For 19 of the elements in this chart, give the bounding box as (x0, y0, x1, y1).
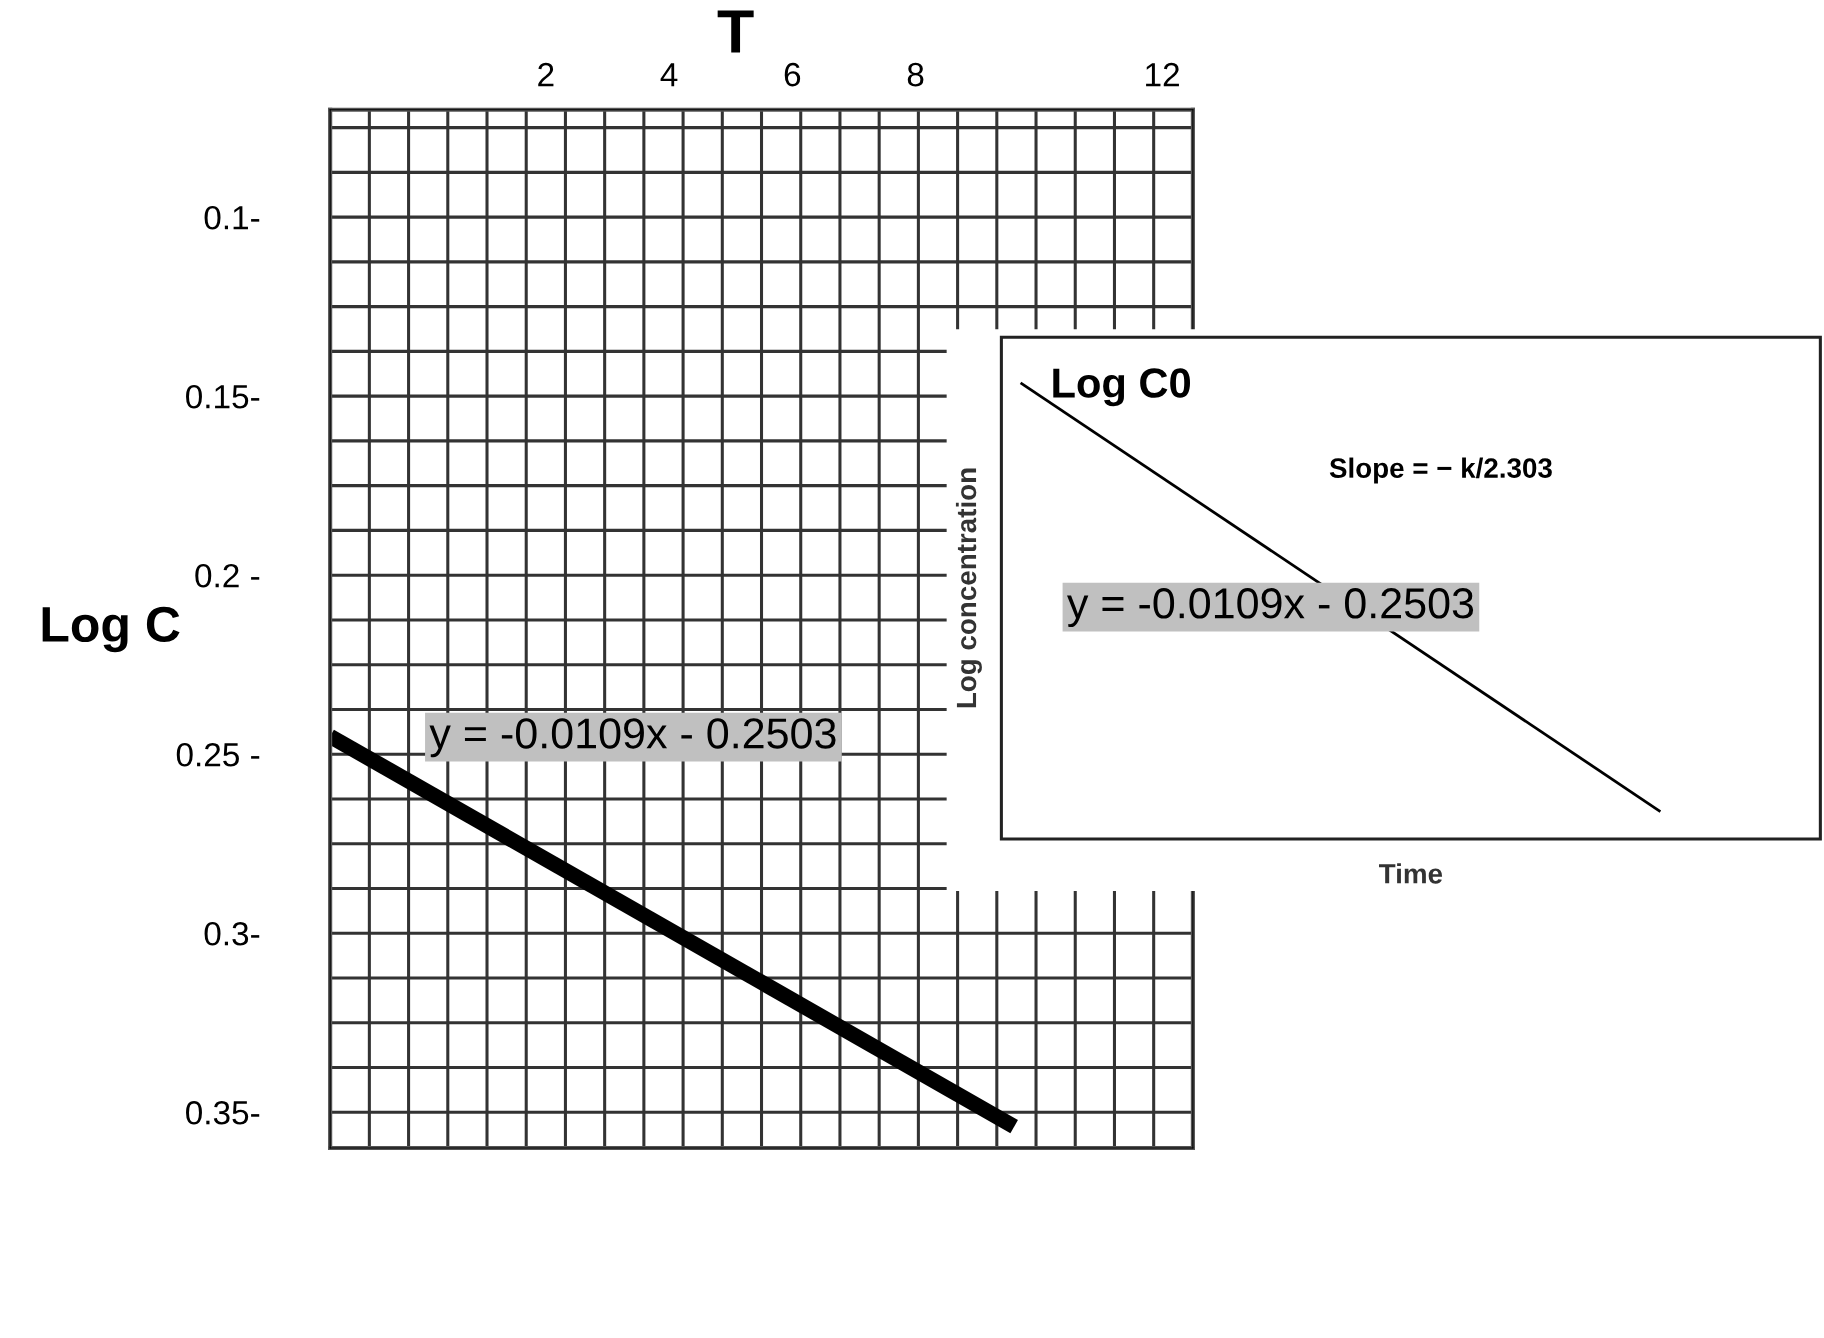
x-axis-title: Time (1379, 863, 1443, 884)
x-tick-label: 12 (1146, 62, 1179, 87)
y-tick-label: 0.35- (186, 1101, 260, 1125)
annotation: Slope = − k/2.303 (1329, 457, 1552, 484)
y-axis-title: Log concentration (955, 468, 982, 708)
y-tick-label: 0.15- (186, 384, 260, 409)
y-tick-label: 0.3- (204, 921, 260, 946)
x-axis-title: T (717, 10, 754, 53)
x-tick-label: 2 (538, 62, 554, 87)
annotation: Log C0 (1053, 368, 1190, 407)
annotation: y = -0.0109x - 0.2503 (1067, 588, 1474, 628)
x-tick-label: 8 (907, 62, 924, 87)
y-axis-title: Log C (42, 606, 180, 653)
annotation: y = -0.0109x - 0.2503 (429, 718, 836, 758)
y-tick-label: 0.2 - (195, 563, 260, 588)
y-tick-label: 0.1- (204, 205, 260, 230)
y-tick-label: 0.25 - (176, 742, 260, 767)
x-tick-label: 6 (784, 62, 801, 87)
x-tick-label: 4 (660, 63, 678, 87)
